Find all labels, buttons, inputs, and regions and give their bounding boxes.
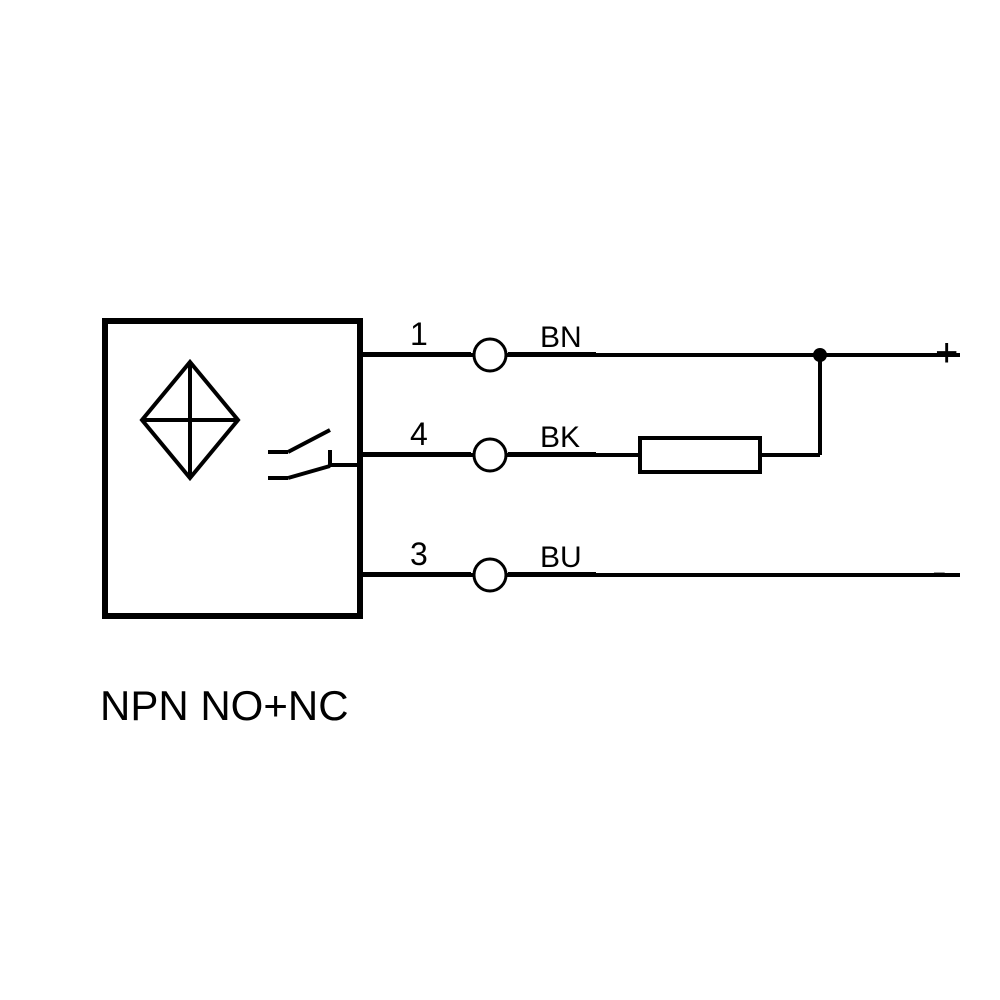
terminal-circle-w4	[474, 439, 506, 471]
wiring-diagram: 1 BN +4 BK 3 BU - NPN NO+NC	[0, 0, 1000, 1000]
polarity-label-plus: +	[935, 331, 958, 375]
terminal-circle-w3	[474, 559, 506, 591]
terminal-circle-w1	[474, 339, 506, 371]
color-label-w4: BK	[540, 421, 580, 454]
diagram-title: NPN NO+NC	[100, 682, 349, 729]
pin-label-w4: 4	[410, 416, 428, 452]
polarity-label-minus: -	[932, 547, 947, 596]
color-label-w3: BU	[540, 541, 582, 574]
color-label-w1: BN	[540, 321, 582, 354]
bg	[0, 0, 1000, 1000]
pin-label-w3: 3	[410, 536, 428, 572]
pin-label-w1: 1	[410, 316, 428, 352]
load-resistor	[640, 438, 760, 472]
